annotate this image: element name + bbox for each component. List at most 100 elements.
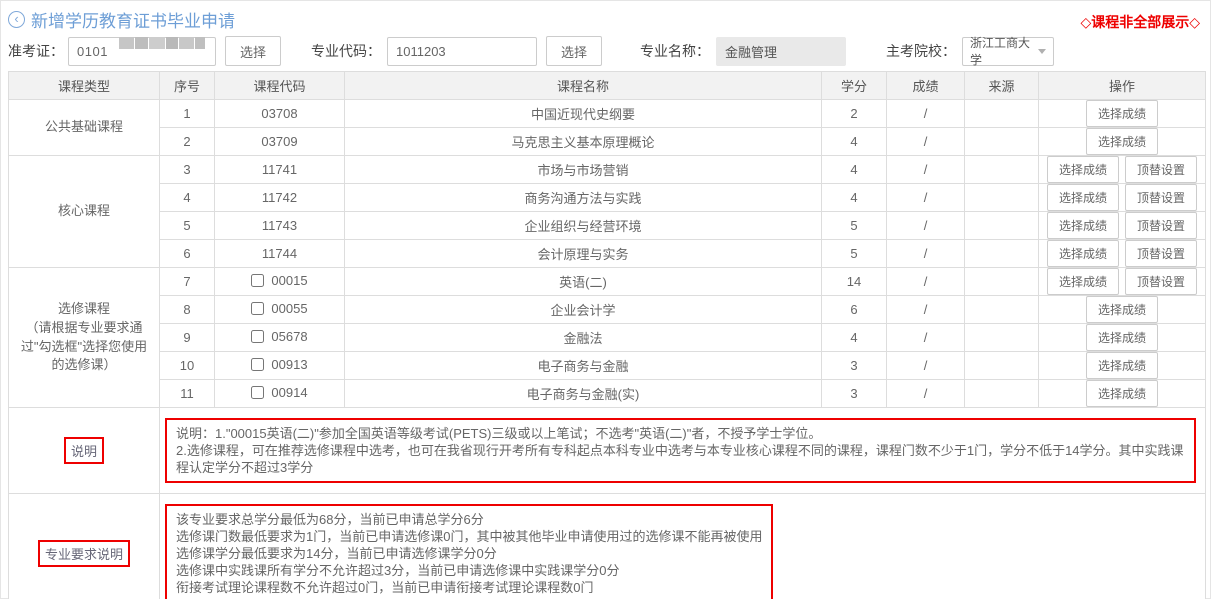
cell-seq: 2 <box>159 127 215 156</box>
override-setting-button[interactable]: 顶替设置 <box>1125 212 1198 239</box>
major-name-input <box>716 36 847 66</box>
notes-label: 说明 <box>63 437 104 464</box>
notes-content-box: 说明：1."00015英语(二)"参加全国英语等级考试(PETS)三级或以上笔试… <box>165 418 1196 483</box>
school-select-value: 浙江工商大学 <box>970 36 1031 67</box>
cell-source <box>964 183 1039 212</box>
group-core: 核心课程 <box>8 155 160 268</box>
redacted-digits <box>119 37 206 49</box>
select-score-button[interactable]: 选择成绩 <box>1046 212 1119 239</box>
requirement-line: 选修课门数最低要求为1门，当前已申请选修课0门，其中被其他毕业申请使用过的选修课… <box>176 529 763 544</box>
select-score-button[interactable]: 选择成绩 <box>1085 296 1158 323</box>
table-row: 9 05678 金融法 4 / 选择成绩 <box>9 323 1206 352</box>
override-setting-button[interactable]: 顶替设置 <box>1125 184 1198 211</box>
notes-row: 说明 说明：1."00015英语(二)"参加全国英语等级考试(PETS)三级或以… <box>8 407 1206 494</box>
cell-credit: 3 <box>821 351 887 380</box>
cell-score: / <box>886 323 965 352</box>
table-row: 选修课程 （请根据专业要求通过"勾选框"选择您使用的选修课） 7 00015 英… <box>8 267 1206 408</box>
table-row: 8 00055 企业会计学 6 / 选择成绩 <box>9 295 1206 324</box>
cell-source <box>964 127 1039 156</box>
select-score-button[interactable]: 选择成绩 <box>1046 156 1119 183</box>
cell-source <box>964 155 1039 184</box>
major-code-select-button[interactable]: 选择 <box>546 36 603 66</box>
cell-score: / <box>886 99 965 128</box>
cell-seq: 4 <box>159 183 215 212</box>
cell-score: / <box>886 211 965 240</box>
elective-checkbox[interactable] <box>251 274 265 287</box>
cell-seq: 11 <box>159 379 215 408</box>
requirements-content-box: 该专业要求总学分最低为68分，当前已申请总学分6分 选修课门数最低要求为1门，当… <box>165 504 774 599</box>
cell-credit: 4 <box>821 127 887 156</box>
cell-source <box>964 211 1039 240</box>
select-score-button[interactable]: 选择成绩 <box>1085 324 1158 351</box>
cell-name: 市场与市场营销 <box>344 155 822 184</box>
cell-source <box>964 239 1039 268</box>
cell-credit: 4 <box>821 183 887 212</box>
select-score-button[interactable]: 选择成绩 <box>1085 128 1158 155</box>
col-score: 成绩 <box>886 71 965 100</box>
cell-score: / <box>886 267 965 296</box>
cell-code: 03708 <box>214 99 345 128</box>
exam-permit-select-button[interactable]: 选择 <box>225 36 282 66</box>
cell-credit: 3 <box>821 379 887 408</box>
major-code-label: 专业代码： <box>311 43 382 59</box>
school-select[interactable]: 浙江工商大学 <box>962 36 1055 67</box>
chevron-down-icon <box>1038 48 1047 54</box>
cell-seq: 8 <box>159 295 215 324</box>
select-score-button[interactable]: 选择成绩 <box>1085 352 1158 379</box>
elective-checkbox[interactable] <box>251 302 265 315</box>
major-code-input[interactable] <box>387 36 538 66</box>
table-row: 4 11742 商务沟通方法与实践 4 / 选择成绩 顶替设置 <box>9 183 1206 212</box>
requirement-line: 该专业要求总学分最低为68分，当前已申请总学分6分 <box>176 512 484 527</box>
group-elective: 选修课程 （请根据专业要求通过"勾选框"选择您使用的选修课） <box>8 267 160 408</box>
group-public-basic: 公共基础课程 <box>8 99 160 156</box>
requirements-row: 专业要求说明 该专业要求总学分最低为68分，当前已申请总学分6分 选修课门数最低… <box>8 493 1206 599</box>
cell-credit: 14 <box>821 267 887 296</box>
cell-name: 英语(二) <box>344 267 822 296</box>
courses-not-fully-shown-notice: ◇课程非全部展示◇ <box>1080 14 1200 30</box>
cell-seq: 7 <box>159 267 215 296</box>
override-setting-button[interactable]: 顶替设置 <box>1125 268 1198 295</box>
col-course-name: 课程名称 <box>344 71 822 100</box>
select-score-button[interactable]: 选择成绩 <box>1085 380 1158 407</box>
cell-seq: 10 <box>159 351 215 380</box>
cell-source <box>964 323 1039 352</box>
group-elective-note: （请根据专业要求通过"勾选框"选择您使用的选修课） <box>20 319 148 373</box>
select-score-button[interactable]: 选择成绩 <box>1046 240 1119 267</box>
override-setting-button[interactable]: 顶替设置 <box>1125 156 1198 183</box>
cell-name: 马克思主义基本原理概论 <box>344 127 822 156</box>
cell-source <box>964 351 1039 380</box>
cell-name: 中国近现代史纲要 <box>344 99 822 128</box>
cell-score: / <box>886 239 965 268</box>
exam-permit-label: 准考证： <box>8 43 64 59</box>
override-setting-button[interactable]: 顶替设置 <box>1125 240 1198 267</box>
requirements-label: 专业要求说明 <box>37 540 130 567</box>
cell-name: 商务沟通方法与实践 <box>344 183 822 212</box>
cell-seq: 5 <box>159 211 215 240</box>
cell-name: 电子商务与金融(实) <box>344 379 822 408</box>
cell-score: / <box>886 379 965 408</box>
school-label: 主考院校： <box>886 43 957 59</box>
page-title: 新增学历教育证书毕业申请 <box>31 11 235 31</box>
cell-credit: 5 <box>821 211 887 240</box>
col-course-type: 课程类型 <box>8 71 160 100</box>
cell-seq: 3 <box>159 155 215 184</box>
cell-name: 电子商务与金融 <box>344 351 822 380</box>
select-score-button[interactable]: 选择成绩 <box>1046 268 1119 295</box>
cell-code: 00914 <box>271 385 308 400</box>
select-score-button[interactable]: 选择成绩 <box>1046 184 1119 211</box>
col-course-code: 课程代码 <box>214 71 345 100</box>
elective-checkbox[interactable] <box>251 330 265 343</box>
cell-name: 企业会计学 <box>344 295 822 324</box>
note-line: 说明：1."00015英语(二)"参加全国英语等级考试(PETS)三级或以上笔试… <box>176 426 822 441</box>
cell-code: 11744 <box>214 239 345 268</box>
back-icon[interactable]: ‹ <box>8 10 25 28</box>
cell-score: / <box>886 183 965 212</box>
cell-code: 00055 <box>271 301 308 316</box>
cell-source <box>964 379 1039 408</box>
cell-credit: 6 <box>821 295 887 324</box>
elective-checkbox[interactable] <box>251 386 265 399</box>
select-score-button[interactable]: 选择成绩 <box>1085 100 1158 127</box>
requirement-line: 衔接考试理论课程数不允许超过0门，当前已申请衔接考试理论课程数0门 <box>176 580 594 595</box>
elective-checkbox[interactable] <box>251 358 265 371</box>
